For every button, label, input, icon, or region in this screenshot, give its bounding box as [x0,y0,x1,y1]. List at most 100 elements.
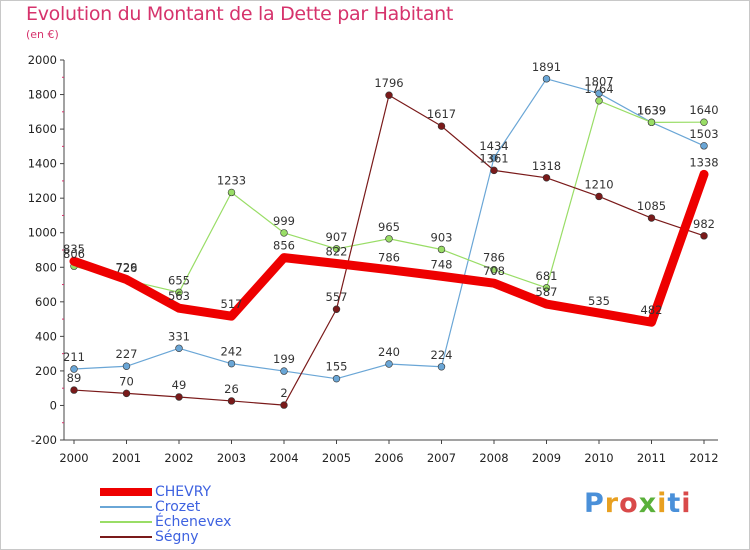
x-tick-label: 2006 [374,451,403,465]
data-label: 70 [119,374,134,388]
data-label: 822 [326,244,348,258]
data-label: 1639 [637,103,666,117]
data-point [227,359,236,368]
x-tick-label: 2003 [217,451,246,465]
legend-swatch [100,521,152,523]
data-label: 786 [483,251,505,265]
data-point [385,91,393,99]
data-label: 982 [693,217,715,231]
data-label: 1764 [584,82,613,96]
data-point [700,142,708,150]
data-point [175,288,183,297]
data-point [385,235,393,243]
x-tick-label: 2004 [269,451,298,465]
data-label: 1639 [637,103,666,117]
data-label: 1434 [479,139,508,153]
y-tick-label: 400 [35,329,57,343]
data-point [542,284,551,292]
data-point [490,166,498,175]
data-label: 907 [326,230,348,244]
data-label: 482 [641,303,663,317]
data-point [122,389,131,398]
data-label: 1210 [584,177,613,191]
data-point [542,75,551,83]
data-label: 155 [326,360,348,374]
data-point [332,374,341,383]
data-label: 1891 [532,60,561,74]
y-tick-label: 200 [35,364,57,378]
data-label: 1617 [427,107,456,121]
data-label: 1796 [374,76,403,90]
data-label: 1318 [532,159,561,173]
data-label: 1085 [637,199,666,213]
logo-letter: t [667,488,682,519]
data-point [70,386,78,394]
data-label: 563 [168,289,190,303]
data-point [595,89,603,98]
y-tick-label: -200 [31,433,57,447]
data-label: 1807 [584,74,613,88]
data-point [437,122,446,130]
data-label: 242 [221,345,243,359]
y-tick-label: 1800 [28,88,57,102]
legend-swatch [100,488,152,496]
y-tick-label: 800 [35,260,57,274]
legend-swatch [100,536,152,538]
data-label: 587 [536,285,558,299]
logo-letter: x [638,488,658,519]
data-label: 89 [67,371,82,385]
data-point [437,245,446,254]
data-label: 2 [280,386,287,400]
data-label: 681 [536,269,558,283]
logo-letter: i [657,488,668,519]
data-point [700,232,708,240]
legend-label: Crozet [155,499,201,515]
data-label: 748 [431,257,453,271]
y-tick-label: 0 [50,398,57,412]
y-tick-label: 600 [35,295,57,309]
data-label: 199 [273,352,295,366]
proxiti-logo: Proxiti [584,488,692,519]
x-tick-label: 2000 [59,451,88,465]
logo-letter: i [681,488,692,519]
data-point [227,397,236,405]
data-label: 786 [378,251,400,265]
data-point [700,118,708,126]
x-tick-label: 2010 [584,451,613,465]
data-label: 726 [116,261,138,275]
logo-letter: P [584,488,605,519]
data-point [280,367,288,375]
data-label: 903 [431,230,453,244]
data-label: 1640 [689,103,718,117]
data-label: 1361 [479,151,508,165]
data-point [332,305,341,313]
data-point [175,344,183,352]
data-label: 227 [116,347,138,361]
data-point [122,362,131,370]
data-label: 224 [431,348,453,362]
data-point [437,363,446,371]
data-label: 708 [483,264,505,278]
legend-label: Échenevex [155,514,232,530]
data-label: 965 [378,220,400,234]
data-label: 1338 [689,155,718,169]
x-tick-label: 2008 [479,451,508,465]
data-label: 26 [224,382,239,396]
data-label: 806 [63,247,85,261]
data-point [227,188,236,197]
y-tick-label: 2000 [28,53,57,67]
data-point [385,360,393,368]
data-point [542,174,551,182]
data-label: 999 [273,214,295,228]
chart-title: Evolution du Montant de la Dette par Hab… [26,3,454,25]
data-label: 211 [63,350,85,364]
y-tick-label: 1400 [28,157,57,171]
data-label: 535 [588,294,610,308]
data-point [332,245,341,253]
x-tick-label: 2011 [637,451,666,465]
data-point [647,214,656,222]
x-tick-label: 2005 [322,451,351,465]
data-label: 1233 [217,173,246,187]
data-label: 1503 [689,127,718,141]
data-label: 517 [221,297,243,311]
